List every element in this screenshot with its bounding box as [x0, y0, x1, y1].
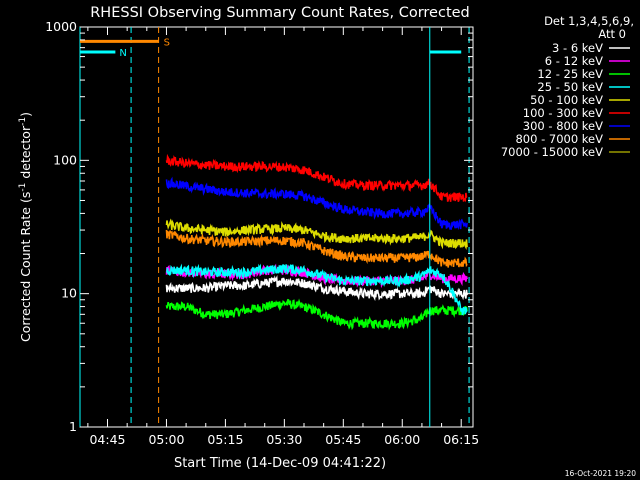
- series-line: [165, 218, 468, 250]
- legend-entry-label: 12 - 25 keV: [537, 67, 603, 81]
- flag-layer: NS: [79, 27, 470, 427]
- series-line: [165, 229, 468, 268]
- chart-title: RHESSI Observing Summary Count Rates, Co…: [90, 5, 470, 21]
- x-tick-label: 05:15: [207, 432, 243, 447]
- y-axis-label-main: Corrected Count Rate (s: [18, 192, 33, 342]
- legend-entry-label: 100 - 300 keV: [523, 106, 603, 120]
- legend-entry-label: 25 - 50 keV: [537, 80, 603, 94]
- y-axis-label-end: ): [18, 112, 33, 117]
- data-layer: [165, 153, 468, 331]
- x-tick-label: 05:45: [325, 432, 361, 447]
- legend-entry-label: 300 - 800 keV: [523, 119, 603, 133]
- legend-entry-label: 3 - 6 keV: [552, 41, 603, 55]
- legend-entry-label: 6 - 12 keV: [545, 54, 603, 68]
- y-tick-label: 1: [69, 419, 77, 434]
- legend-header-line1: Det 1,3,4,5,6,9,: [544, 14, 634, 28]
- x-tick-label: 06:15: [443, 432, 479, 447]
- legend-entry-label: 50 - 100 keV: [530, 93, 603, 107]
- y-tick-label: 10: [61, 286, 77, 301]
- x-tick-label: 04:45: [89, 432, 125, 447]
- x-tick-label: 05:30: [266, 432, 302, 447]
- legend-entry-label: 800 - 7000 keV: [515, 132, 603, 146]
- series-line: [165, 298, 468, 331]
- y-tick-label: 1000: [45, 19, 77, 34]
- flag-label: S: [164, 37, 170, 48]
- y-tick-label: 100: [53, 152, 77, 167]
- x-tick-label: 06:00: [384, 432, 420, 447]
- series-line: [165, 263, 468, 316]
- y-axis-label: Corrected Count Rate (s-1 detector-1): [18, 112, 33, 342]
- legend-header-line2: Att 0: [598, 27, 626, 41]
- y-axis-label-sup2: -1: [18, 117, 28, 126]
- series-line: [165, 176, 468, 231]
- x-tick-label: 05:00: [148, 432, 184, 447]
- series-line: [165, 274, 468, 302]
- axes-layer: 04:45 05:00 05:15 05:30 05:45 06:00 06:15 1 10 10…: [45, 19, 479, 447]
- x-axis-label: Start Time (14-Dec-09 04:41:22): [174, 456, 386, 471]
- legend-entry-label: 7000 - 15000 keV: [501, 145, 603, 159]
- series-line: [165, 153, 468, 203]
- y-axis-label-sup1: -1: [18, 183, 28, 192]
- flag-label: N: [119, 48, 126, 59]
- footer-date-stamp: 16-Oct-2021 19:20: [565, 469, 636, 478]
- y-axis-label-mid: detector: [18, 125, 33, 183]
